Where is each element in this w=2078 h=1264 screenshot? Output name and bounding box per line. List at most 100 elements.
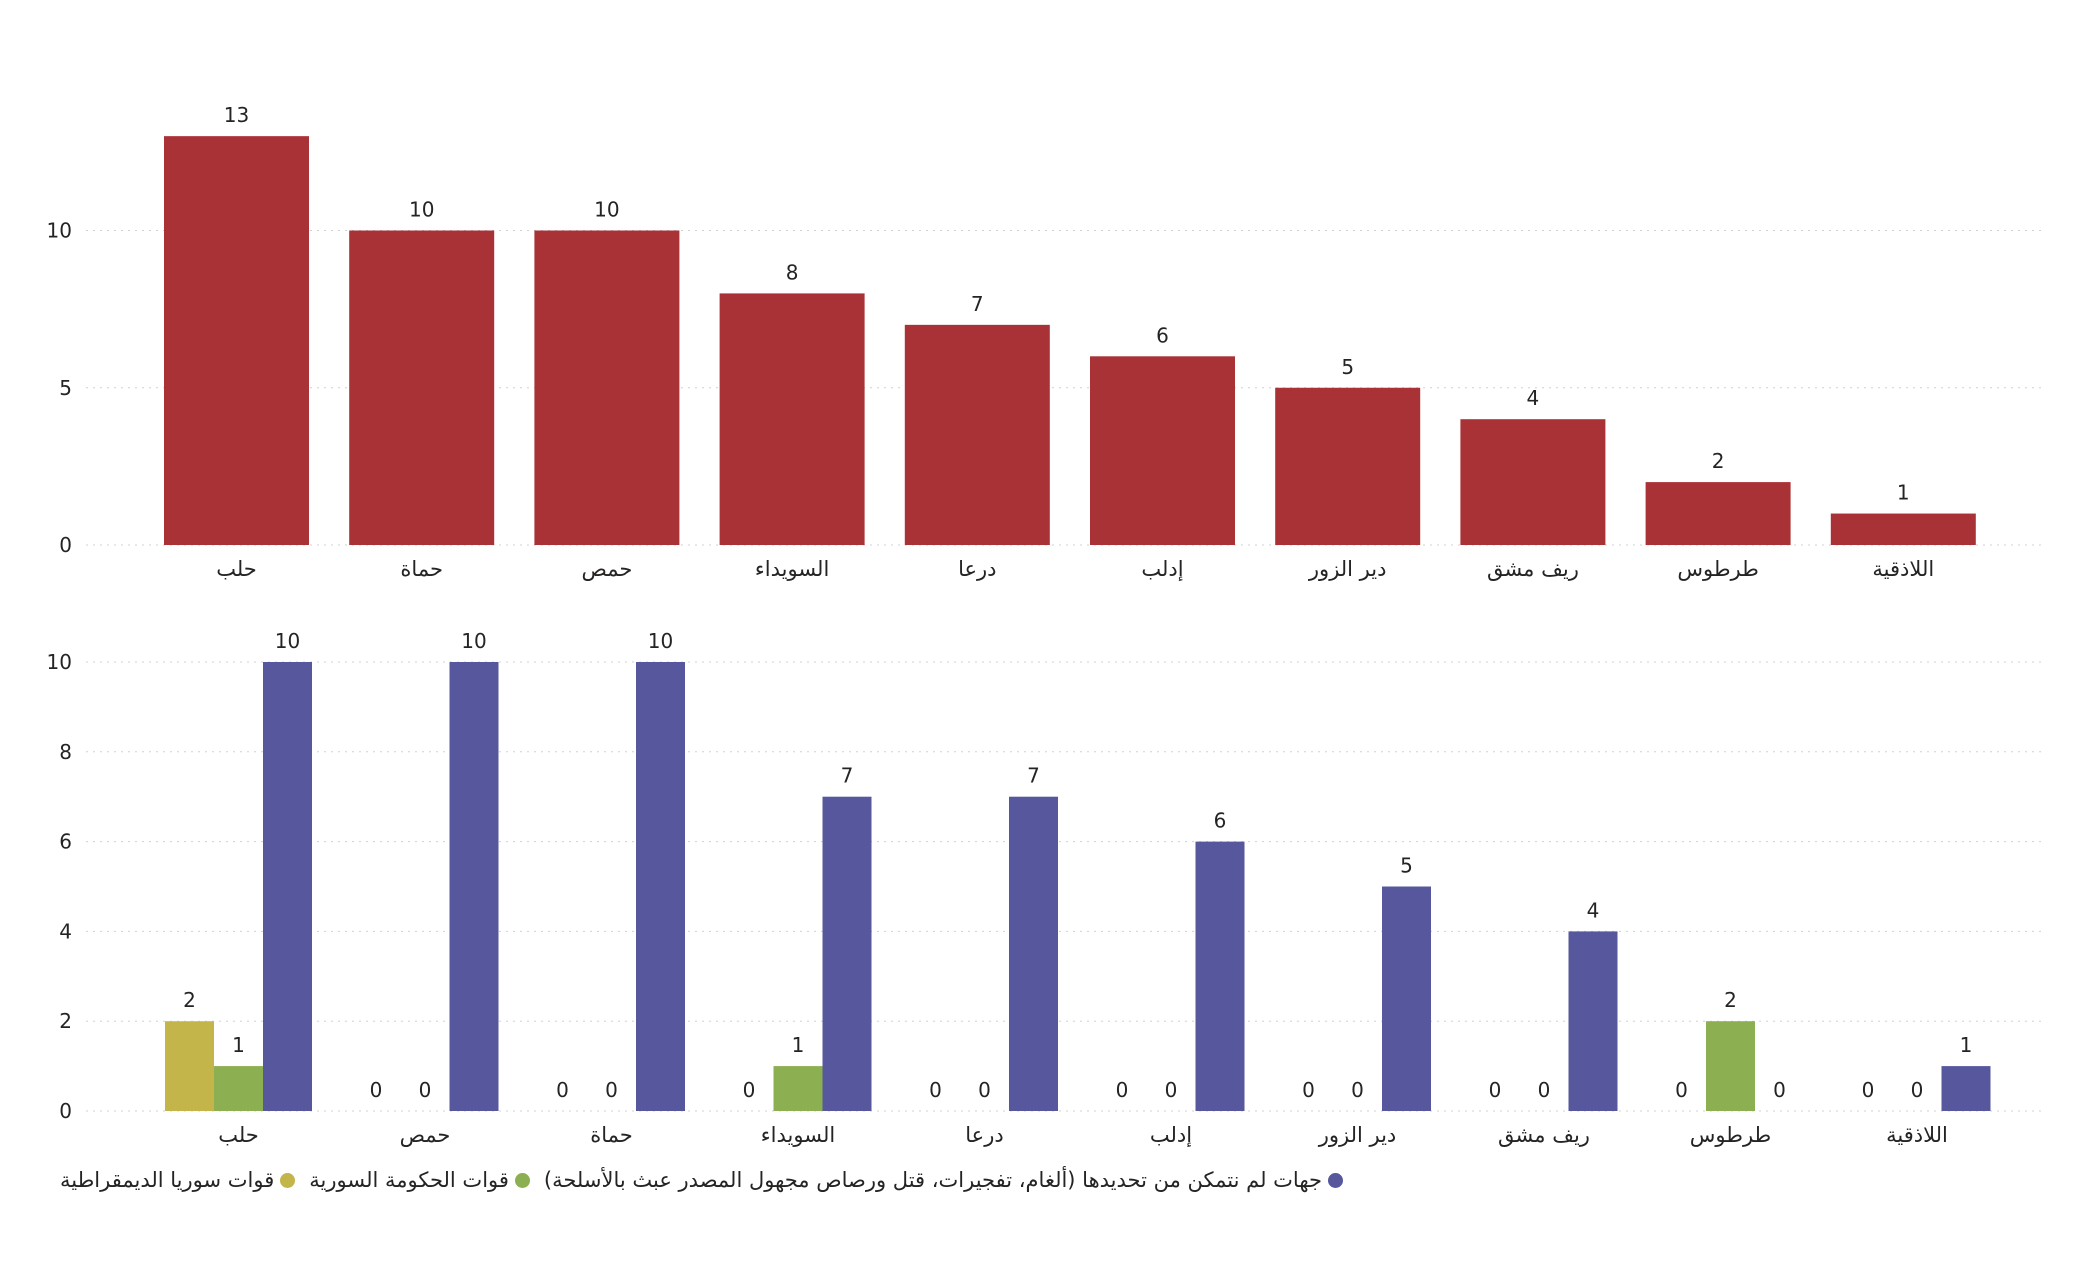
bar [773,1066,823,1111]
data-label: 0 [1351,1078,1364,1102]
data-label: 5 [1400,854,1413,878]
data-label: 7 [841,764,854,788]
data-label: 1 [1897,481,1910,505]
bar [165,1021,214,1111]
data-label: 7 [1027,764,1040,788]
bar [1645,482,1791,545]
x-tick-label: ريف مشق [1498,1123,1590,1147]
data-label: 1 [232,1033,245,1057]
data-label: 0 [605,1078,618,1102]
y-tick-label: 8 [59,740,72,764]
data-label: 10 [648,629,673,653]
bar [214,1066,263,1111]
data-label: 4 [1527,386,1540,410]
x-tick-label: دير الزور [1318,1123,1397,1147]
bar [1568,931,1618,1111]
bar [1275,387,1421,545]
bar [263,662,312,1111]
legend-marker-icon [280,1172,296,1188]
x-tick-label: إدلب [1150,1123,1192,1148]
data-label: 7 [971,292,984,316]
legend-label: جهات لم نتمكن من تحديدها (ألغام، تفجيرات… [543,1168,1322,1192]
data-label: 1 [792,1033,805,1057]
data-label: 10 [275,629,300,653]
y-tick-label: 0 [59,1099,72,1123]
bar [1460,419,1606,545]
bar [1009,796,1058,1111]
chart-canvas: 051013حلب10حماة10حمص8السويداء7درعا6إدلب5… [47,103,2046,1148]
y-tick-label: 10 [47,650,72,674]
legend-item-unidentified[interactable]: جهات لم نتمكن من تحديدها (ألغام، تفجيرات… [544,1168,1343,1192]
bar [719,293,865,545]
y-tick-label: 5 [59,376,72,400]
data-label: 0 [929,1078,942,1102]
data-label: 0 [370,1078,383,1102]
legend: جهات لم نتمكن من تحديدها (ألغام، تفجيرات… [60,1168,1343,1192]
data-label: 10 [594,198,619,222]
data-label: 0 [1911,1078,1924,1102]
bar [1706,1021,1755,1111]
bar [449,662,499,1111]
y-tick-label: 6 [59,830,72,854]
data-label: 0 [1862,1078,1875,1102]
bar [349,230,495,545]
bar [534,230,680,545]
data-label: 0 [743,1078,756,1102]
legend-label: قوات الحكومة السورية [309,1168,509,1192]
data-label: 0 [1489,1078,1502,1102]
data-label: 8 [786,260,799,284]
data-label: 13 [224,103,249,127]
data-label: 2 [1712,449,1725,473]
x-tick-label: دير الزور [1308,557,1387,581]
bar [1195,841,1245,1111]
bar [1830,513,1976,545]
legend-item-government[interactable]: قوات الحكومة السورية [309,1168,530,1192]
data-label: 10 [409,198,434,222]
x-tick-label: حلب [218,1123,259,1147]
x-tick-label: السويداء [761,1123,835,1147]
data-label: 0 [556,1078,569,1102]
legend-item-sdf[interactable]: قوات سوريا الديمقراطية [60,1168,296,1192]
legend-marker-icon [1327,1172,1343,1188]
y-tick-label: 4 [59,919,72,943]
data-label: 0 [1165,1078,1178,1102]
data-label: 0 [1675,1078,1688,1102]
bar [1382,886,1431,1111]
data-label: 1 [1960,1033,1973,1057]
y-tick-label: 10 [47,219,72,243]
legend-label: قوات سوريا الديمقراطية [60,1168,275,1192]
data-label: 4 [1587,898,1600,922]
legend-marker-icon [514,1172,530,1188]
y-tick-label: 0 [59,533,72,557]
x-tick-label: السويداء [755,557,829,581]
data-label: 0 [1773,1078,1786,1102]
x-tick-label: حمص [581,557,632,581]
bar [164,136,309,545]
bar [904,324,1050,545]
x-tick-label: حلب [216,557,257,581]
bar [822,796,872,1111]
x-tick-label: حمص [400,1123,451,1147]
data-label: 0 [978,1078,991,1102]
x-tick-label: درعا [958,557,996,581]
x-tick-label: ريف مشق [1487,557,1579,581]
x-tick-label: طرطوس [1690,1123,1772,1147]
data-label: 10 [461,629,486,653]
x-tick-label: اللاذقية [1886,1123,1948,1147]
bar [1090,356,1235,545]
x-tick-label: إدلب [1141,557,1183,582]
data-label: 2 [183,988,196,1012]
data-label: 6 [1156,323,1169,347]
data-label: 5 [1341,355,1354,379]
bar [1941,1066,1991,1111]
x-tick-label: اللاذقية [1872,557,1934,581]
data-label: 0 [1538,1078,1551,1102]
data-label: 0 [419,1078,432,1102]
x-tick-label: حماة [400,557,443,581]
y-tick-label: 2 [59,1009,72,1033]
x-tick-label: طرطوس [1677,557,1759,581]
data-label: 6 [1214,809,1227,833]
data-label: 2 [1724,988,1737,1012]
data-label: 0 [1116,1078,1129,1102]
data-label: 0 [1302,1078,1315,1102]
